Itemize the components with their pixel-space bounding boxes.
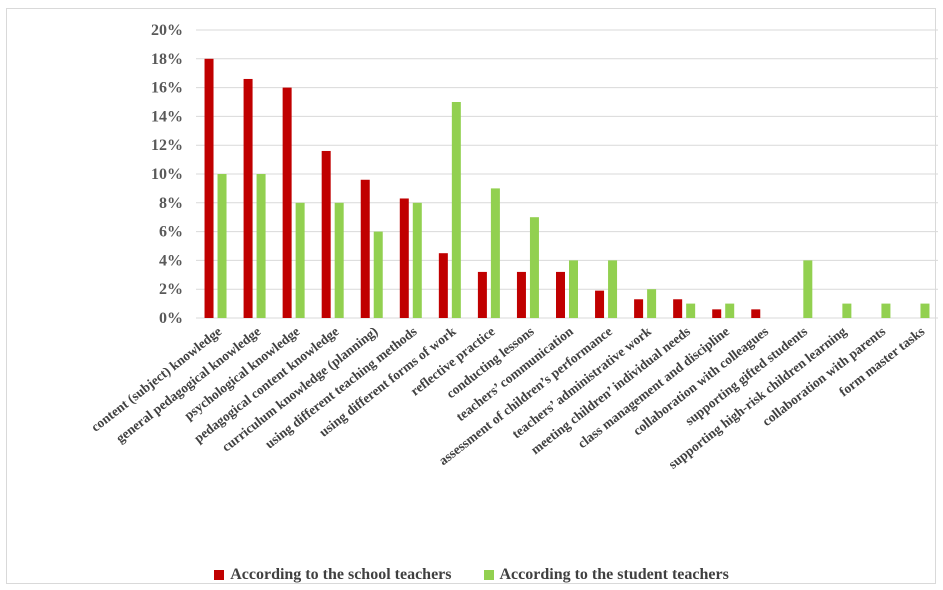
bar-student-teachers [608, 260, 618, 318]
bar-student-teachers [920, 303, 930, 318]
bar-student-teachers [373, 231, 383, 318]
bar-school-teachers [438, 253, 448, 318]
y-tick-label: 8% [159, 195, 183, 212]
bar-school-teachers [282, 87, 292, 318]
bar-school-teachers [243, 78, 253, 319]
legend-swatch-student-teachers [483, 570, 494, 580]
bar-student-teachers [842, 303, 852, 318]
legend-item-student-teachers: According to the student teachers [483, 566, 729, 584]
bar-school-teachers [712, 309, 722, 318]
y-tick-label: 2% [159, 281, 183, 298]
bar-student-teachers [647, 289, 657, 318]
bar-student-teachers [881, 303, 891, 318]
y-tick-label: 12% [151, 137, 183, 154]
bar-school-teachers [477, 271, 487, 318]
bar-school-teachers [204, 58, 214, 319]
bar-student-teachers [529, 217, 539, 318]
legend-item-school-teachers: According to the school teachers [214, 566, 452, 584]
y-tick-label: 6% [159, 224, 183, 241]
bar-school-teachers [751, 309, 761, 318]
bar-school-teachers [399, 198, 409, 318]
bar-school-teachers [673, 299, 683, 318]
y-tick-label: 0% [159, 310, 183, 327]
bar-school-teachers [321, 150, 331, 318]
chart-frame [6, 8, 936, 584]
y-tick-label: 20% [151, 22, 183, 39]
bar-student-teachers [256, 174, 266, 318]
bar-student-teachers [490, 188, 500, 318]
bar-student-teachers [412, 202, 422, 318]
bar-school-teachers [360, 179, 370, 318]
bar-student-teachers [686, 303, 696, 318]
bar-school-teachers [595, 290, 605, 318]
legend-swatch-school-teachers [214, 570, 225, 580]
bar-school-teachers [516, 271, 526, 318]
y-tick-label: 16% [151, 80, 183, 97]
bar-school-teachers [634, 299, 644, 318]
legend-label-school-teachers: According to the school teachers [230, 566, 452, 583]
gridlines [196, 29, 938, 319]
bar-school-teachers [556, 271, 565, 318]
bar-student-teachers [451, 102, 461, 318]
legend: According to the school teachers Accordi… [0, 566, 943, 585]
bar-student-teachers [217, 174, 227, 318]
y-tick-label: 14% [151, 108, 183, 125]
bars [204, 58, 930, 319]
bar-student-teachers [334, 202, 344, 318]
y-tick-label: 18% [151, 51, 183, 68]
bar-student-teachers [725, 303, 735, 318]
y-axis-tick-labels: 0% 2% 4% 6% 8% 10% 12% 14% 16% 18% 20% [151, 22, 183, 327]
bar-student-teachers [295, 202, 305, 318]
y-tick-label: 10% [151, 166, 183, 183]
bar-student-teachers [803, 260, 813, 318]
y-tick-label: 4% [159, 252, 183, 269]
legend-label-student-teachers: According to the student teachers [499, 566, 729, 583]
bar-student-teachers [569, 260, 578, 318]
